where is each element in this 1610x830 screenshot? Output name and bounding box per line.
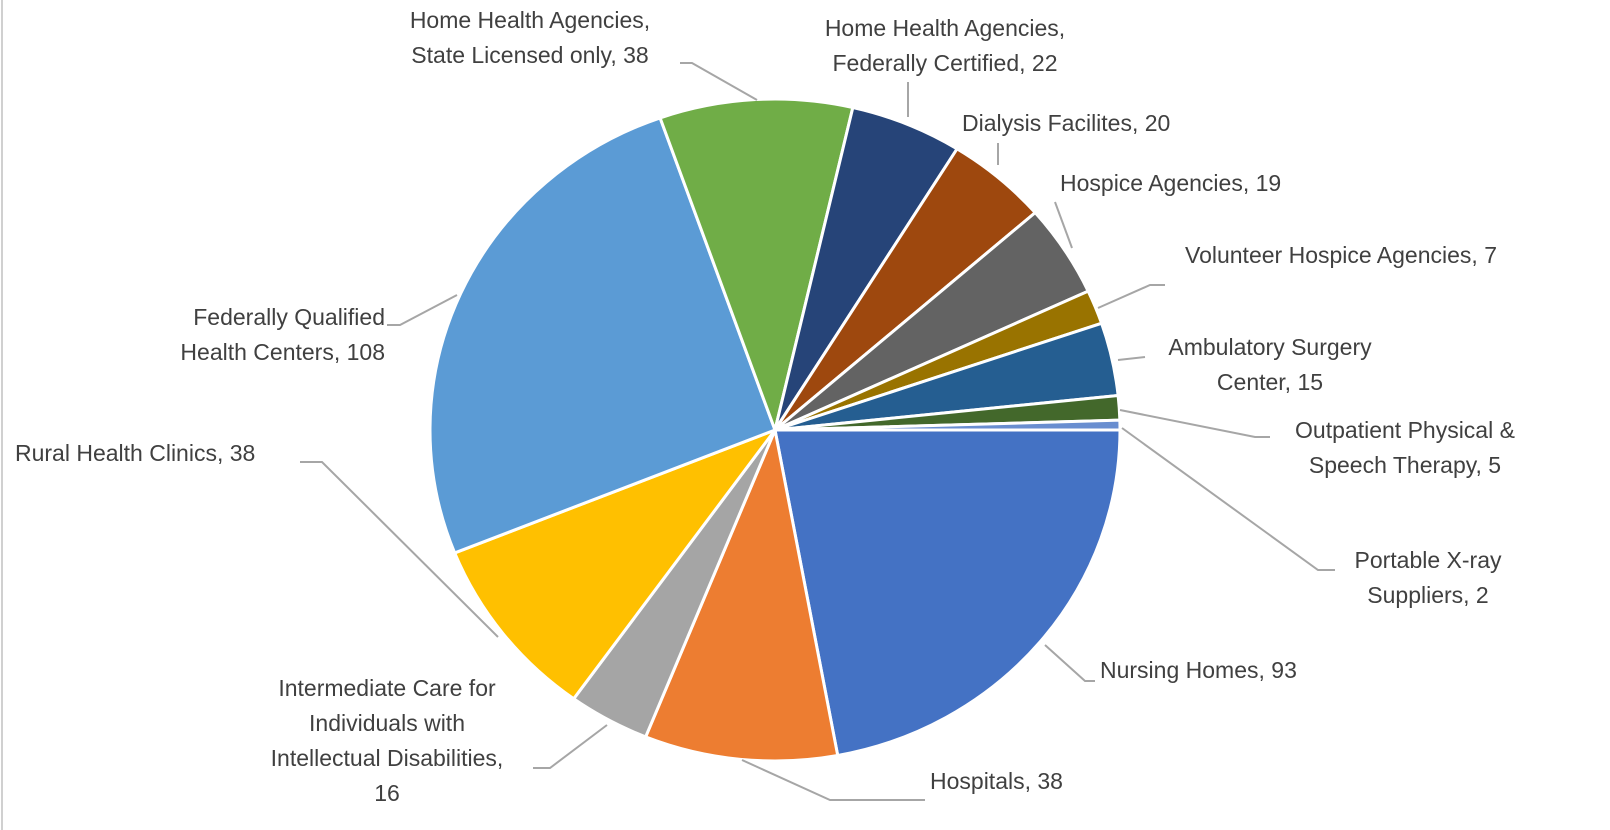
data-label: Intermediate Care for — [278, 675, 496, 701]
data-label: Rural Health Clinics, 38 — [15, 440, 255, 466]
data-label: Portable X-ray — [1354, 547, 1502, 573]
data-label: Outpatient Physical & — [1295, 417, 1515, 443]
data-label: Intellectual Disabilities, — [271, 745, 504, 771]
data-label: Hospitals, 38 — [930, 768, 1063, 794]
pie-slice — [452, 426, 780, 701]
data-label: 16 — [374, 780, 400, 806]
data-label: Suppliers, 2 — [1367, 582, 1488, 608]
leader-line — [741, 759, 925, 801]
leader-line — [1119, 409, 1270, 438]
data-label: State Licensed only, 38 — [411, 42, 648, 68]
pie-slice — [774, 418, 1122, 432]
data-label: Volunteer Hospice Agencies, 7 — [1185, 242, 1497, 268]
data-label: Nursing Homes, 93 — [1100, 657, 1297, 683]
leader-line — [1117, 356, 1146, 361]
leader-line — [1121, 427, 1335, 571]
pie-slice — [643, 424, 840, 763]
data-label: Federally Qualified — [193, 304, 385, 330]
data-label: Center, 15 — [1217, 369, 1323, 395]
leader-line — [533, 724, 608, 769]
leader-line — [680, 62, 758, 101]
leader-line — [1044, 644, 1095, 682]
data-label: Health Centers, 108 — [180, 339, 385, 365]
leader-line — [387, 294, 458, 326]
leader-line — [1097, 284, 1165, 309]
data-label: Dialysis Facilites, 20 — [962, 110, 1170, 136]
leader-line — [1054, 201, 1073, 249]
data-label: Federally Certified, 22 — [833, 50, 1058, 76]
data-label: Home Health Agencies, — [410, 7, 650, 33]
data-label: Individuals with — [309, 710, 465, 736]
data-label: Ambulatory Surgery — [1168, 334, 1372, 360]
leader-line — [300, 461, 499, 638]
pie-slice — [428, 116, 777, 555]
data-label: Home Health Agencies, — [825, 15, 1065, 41]
pie-slice — [773, 428, 1122, 758]
data-label: Speech Therapy, 5 — [1309, 452, 1501, 478]
data-label: Hospice Agencies, 19 — [1060, 170, 1281, 196]
